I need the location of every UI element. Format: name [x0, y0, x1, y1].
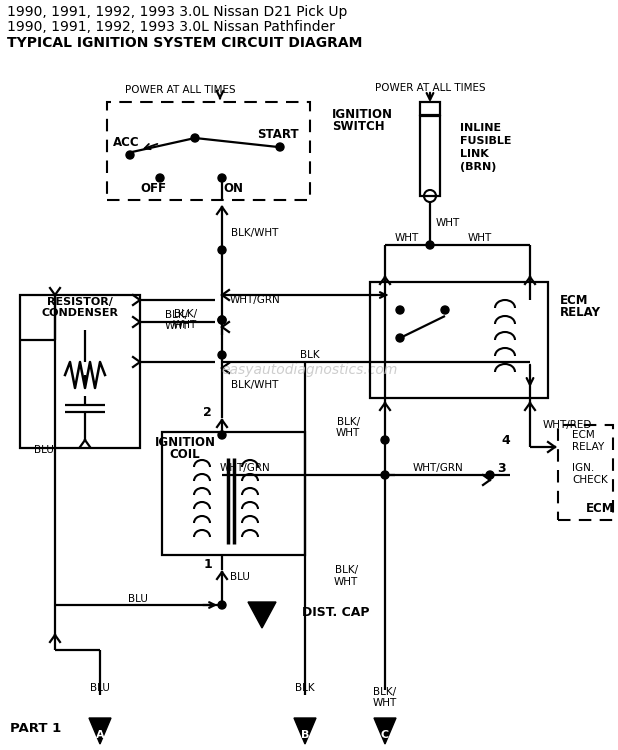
- Text: PART 1: PART 1: [10, 722, 61, 734]
- Text: ECM: ECM: [572, 430, 595, 440]
- Bar: [370, 282, 548, 398]
- Text: WHT: WHT: [468, 233, 492, 243]
- Text: WHT: WHT: [173, 320, 197, 330]
- Circle shape: [218, 174, 226, 182]
- Text: WHT: WHT: [395, 233, 419, 243]
- Text: POWER AT ALL TIMES: POWER AT ALL TIMES: [375, 83, 485, 93]
- Text: C: C: [381, 730, 389, 740]
- Text: 1990, 1991, 1992, 1993 3.0L Nissan Pathfinder: 1990, 1991, 1992, 1993 3.0L Nissan Pathf…: [7, 20, 335, 34]
- Text: WHT: WHT: [336, 428, 360, 438]
- Text: INLINE: INLINE: [460, 123, 501, 133]
- Text: easyautodiagnostics.com: easyautodiagnostics.com: [222, 363, 398, 377]
- Text: WHT: WHT: [373, 698, 397, 708]
- Circle shape: [218, 601, 226, 609]
- Bar: [20, 295, 140, 448]
- Text: ON: ON: [223, 182, 243, 194]
- Text: FUSIBLE: FUSIBLE: [460, 136, 512, 146]
- Text: IGNITION: IGNITION: [154, 436, 216, 448]
- Polygon shape: [294, 718, 316, 744]
- Circle shape: [486, 471, 494, 479]
- Text: BLU: BLU: [34, 445, 54, 455]
- Text: A: A: [96, 730, 104, 740]
- Text: CHECK: CHECK: [572, 475, 607, 485]
- Text: BLU: BLU: [90, 683, 110, 693]
- Bar: [107, 102, 310, 200]
- Text: 3: 3: [497, 461, 506, 475]
- Circle shape: [156, 174, 164, 182]
- Bar: [420, 116, 440, 196]
- Text: TYPICAL IGNITION SYSTEM CIRCUIT DIAGRAM: TYPICAL IGNITION SYSTEM CIRCUIT DIAGRAM: [7, 36, 362, 50]
- Text: 2: 2: [203, 406, 212, 419]
- Polygon shape: [374, 718, 396, 744]
- Text: START: START: [257, 128, 299, 142]
- Bar: [162, 432, 305, 555]
- Text: WHT: WHT: [334, 577, 358, 587]
- Polygon shape: [89, 718, 111, 744]
- Text: BLU: BLU: [128, 594, 148, 604]
- Text: WHT/GRN: WHT/GRN: [413, 463, 464, 473]
- Polygon shape: [248, 602, 276, 628]
- Text: IGN.: IGN.: [572, 463, 595, 473]
- Text: ECM: ECM: [586, 502, 614, 515]
- Text: 1: 1: [203, 557, 212, 571]
- Text: RELAY: RELAY: [572, 442, 604, 452]
- Text: ACC: ACC: [112, 136, 139, 149]
- Text: 4: 4: [501, 433, 510, 446]
- Bar: [558, 425, 613, 520]
- Text: BLK/WHT: BLK/WHT: [231, 380, 279, 390]
- Text: POWER AT ALL TIMES: POWER AT ALL TIMES: [125, 85, 235, 95]
- Text: CONDENSER: CONDENSER: [41, 308, 119, 318]
- Circle shape: [126, 151, 134, 159]
- Text: BLK/: BLK/: [373, 687, 397, 697]
- Text: WHT/GRN: WHT/GRN: [230, 295, 281, 305]
- Text: WHT/RED: WHT/RED: [543, 420, 593, 430]
- Text: (BRN): (BRN): [460, 162, 496, 172]
- Circle shape: [276, 143, 284, 151]
- Text: IGNITION: IGNITION: [332, 109, 393, 122]
- Text: BLU: BLU: [230, 572, 250, 582]
- Text: LINK: LINK: [460, 149, 489, 159]
- Text: BLK/WHT: BLK/WHT: [231, 228, 279, 238]
- Text: BLK/: BLK/: [335, 565, 358, 575]
- Text: BLK/: BLK/: [174, 309, 197, 319]
- Circle shape: [381, 436, 389, 444]
- Text: OFF: OFF: [140, 182, 166, 194]
- Circle shape: [396, 334, 404, 342]
- Text: B: B: [301, 730, 309, 740]
- Text: SWITCH: SWITCH: [332, 121, 384, 134]
- Bar: [420, 102, 440, 115]
- Text: BLK/: BLK/: [165, 310, 188, 320]
- Circle shape: [426, 241, 434, 249]
- Circle shape: [396, 306, 404, 314]
- Text: COIL: COIL: [170, 448, 200, 460]
- Text: 1990, 1991, 1992, 1993 3.0L Nissan D21 Pick Up: 1990, 1991, 1992, 1993 3.0L Nissan D21 P…: [7, 5, 347, 19]
- Circle shape: [218, 246, 226, 254]
- Text: RESISTOR/: RESISTOR/: [47, 297, 113, 307]
- Text: ECM: ECM: [560, 293, 588, 307]
- Circle shape: [381, 471, 389, 479]
- Text: WHT/GRN: WHT/GRN: [219, 463, 271, 473]
- Circle shape: [218, 351, 226, 359]
- Text: WHT: WHT: [436, 218, 460, 228]
- Circle shape: [441, 306, 449, 314]
- Text: WHT: WHT: [165, 321, 189, 331]
- Text: DIST. CAP: DIST. CAP: [302, 605, 370, 619]
- Circle shape: [191, 134, 199, 142]
- Text: BLK/: BLK/: [337, 417, 360, 427]
- Circle shape: [218, 431, 226, 439]
- Text: RELAY: RELAY: [560, 305, 601, 319]
- Text: BLK: BLK: [300, 350, 320, 360]
- Circle shape: [218, 316, 226, 324]
- Circle shape: [218, 316, 226, 324]
- Text: BLK: BLK: [295, 683, 315, 693]
